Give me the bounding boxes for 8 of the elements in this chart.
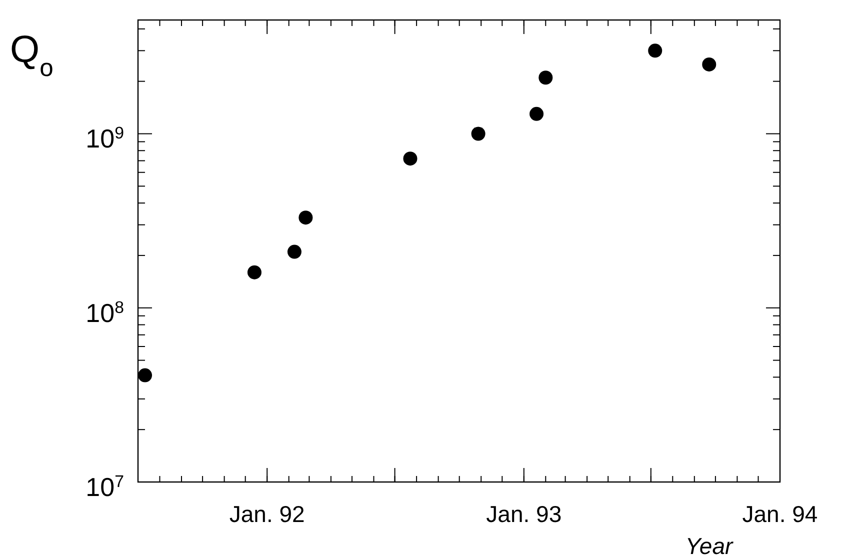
x-axis-title: Year — [685, 533, 734, 558]
x-tick-label: Jan. 94 — [742, 501, 818, 527]
x-tick-label: Jan. 92 — [229, 501, 305, 527]
y-tick-label: 10$^{7}$ — [86, 472, 124, 502]
y-tick-label: 10$^{8}$ — [86, 297, 124, 328]
x-tick-label: Jan. 93 — [486, 501, 562, 527]
y-tick-label: 10$^{9}$ — [86, 123, 124, 154]
y-axis-title: Q$_{o}$ — [10, 29, 54, 82]
